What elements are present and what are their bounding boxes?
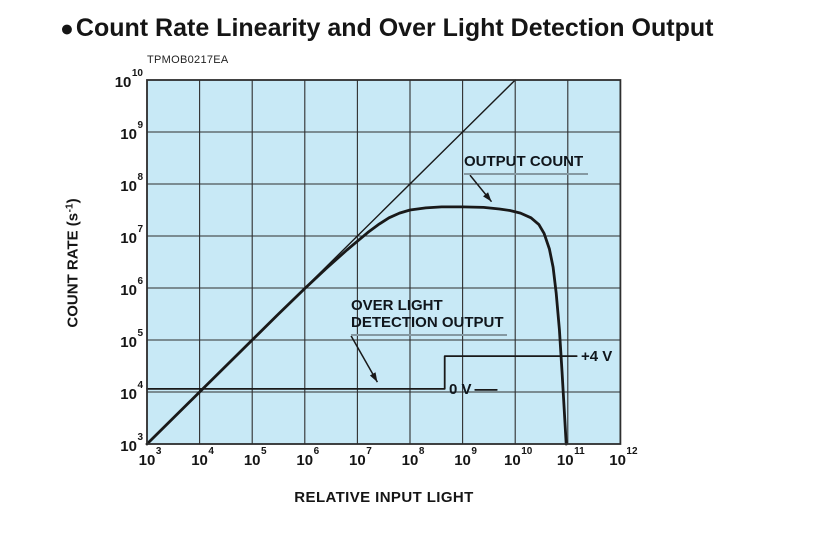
x-tick-label-1e8: 108 <box>401 446 425 469</box>
plot-background <box>147 80 621 444</box>
annotation-arrow-over-light-head <box>369 372 378 383</box>
annotation-output-count: OUTPUT COUNT <box>464 153 589 175</box>
x-tick-label-1e7: 107 <box>349 446 372 469</box>
chart-title: ●Count Rate Linearity and Over Light Det… <box>60 14 713 43</box>
annotation-plus-4v-label: +4 V <box>581 348 613 365</box>
annotation-over-light-line1: OVER LIGHT <box>351 297 443 314</box>
bullet-icon: ● <box>60 15 74 41</box>
y-tick-label-1e6: 106 <box>120 276 143 299</box>
annotation-output-count-text: OUTPUT COUNT <box>464 153 589 175</box>
annotation-zero-volt-label: 0 V <box>449 381 472 398</box>
y-tick-label-1e10: 1010 <box>114 68 143 91</box>
y-tick-label-1e9: 109 <box>120 120 143 143</box>
y-tick-label-1e4: 104 <box>120 380 143 403</box>
series-over-light-detection-output <box>146 355 578 390</box>
x-tick-label-1e12: 1012 <box>609 446 638 469</box>
y-axis-title-text: COUNT RATE (s <box>64 212 82 328</box>
x-tick-label-1e11: 1011 <box>556 446 585 469</box>
x-tick-label-1e4: 104 <box>191 446 214 469</box>
x-tick-label-1e5: 105 <box>243 446 267 469</box>
annotation-over-light-line2: DETECTION OUTPUT <box>351 314 504 331</box>
y-tick-label-1e3: 103 <box>120 432 143 455</box>
plot-border <box>146 79 622 445</box>
x-tick-label-1e3: 103 <box>138 446 162 469</box>
x-tick-label-1e6: 106 <box>296 446 320 469</box>
chart-title-text: Count Rate Linearity and Over Light Dete… <box>75 14 714 42</box>
x-tick-label-1e10: 1010 <box>504 446 533 469</box>
y-axis-title-superscript: -1 <box>64 203 76 213</box>
x-tick-label-1e9: 109 <box>454 446 477 469</box>
annotation-over-light: OVER LIGHT DETECTION OUTPUT <box>351 297 507 336</box>
x-axis-title: RELATIVE INPUT LIGHT <box>294 489 474 506</box>
figure-id: TPMOB0217EA <box>147 54 229 66</box>
annotation-arrow-output-count-head <box>483 192 492 202</box>
y-tick-label-1e7: 107 <box>120 224 143 247</box>
y-tick-label-1e8: 108 <box>120 172 143 195</box>
y-axis-title: COUNT RATE (s-1) <box>65 198 82 327</box>
series-output-count <box>145 205 568 446</box>
y-tick-label-1e5: 105 <box>120 328 143 351</box>
